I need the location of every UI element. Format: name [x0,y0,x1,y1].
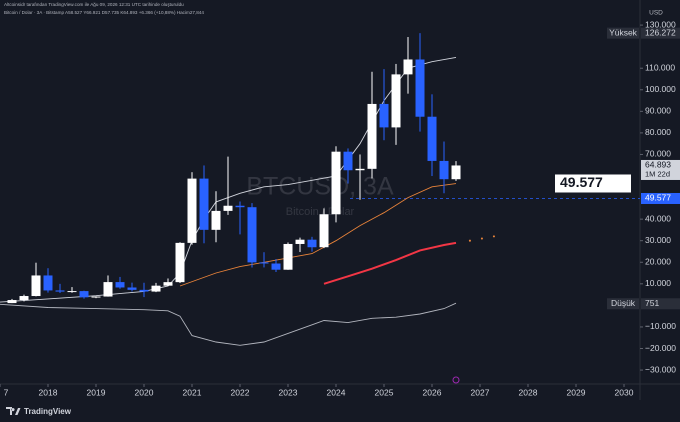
price-callout: 49.577 [560,174,603,190]
candle-body [295,239,305,244]
brand-logo [6,407,21,415]
candle-body [31,275,41,297]
candle-body [391,74,401,128]
candle-body [127,287,137,290]
y-tick-label: 100.000 [645,84,676,94]
indicator-dot [468,239,471,242]
x-tick-label: 2030 [615,387,634,397]
x-tick-label: 2027 [471,387,490,397]
currency-label: USD [649,10,663,17]
candle-body [343,151,353,171]
candle-body [259,262,269,264]
x-tick-label: 2021 [183,387,202,397]
candle-body [55,290,65,292]
candle-body [283,243,293,270]
candle-body [43,275,53,291]
candle-body [115,282,125,288]
indicator-line [0,302,457,346]
candle-body [403,59,413,75]
extreme-name-box [607,27,639,39]
x-tick-label: 2018 [39,387,58,397]
y-tick-label: 70.000 [645,149,671,159]
x-tick-label: 2020 [135,387,154,397]
indicator-line [323,241,457,285]
candle-body [175,242,185,283]
candle-body [379,103,389,128]
candle-body [139,289,149,292]
x-tick-label: 2019 [87,387,106,397]
price-callout-box [555,174,631,193]
candle-body [367,103,377,169]
extreme-name: Düşük [611,298,636,308]
y-tick-label: 40.000 [645,213,671,223]
candle-body [271,263,281,270]
candle-body [415,59,425,117]
indicator-dot [492,235,495,238]
candle-body [247,207,257,263]
price-axis: 130.000 110.000 100.000 90.000 80.000 70.000 4… [607,19,680,374]
event-icon[interactable] [452,376,460,384]
last-price-box [641,159,680,180]
extreme-value: 126.272 [645,27,676,37]
candle-body [211,210,221,230]
candle-body [451,165,461,180]
brand[interactable]: TradingView [6,407,72,416]
price-line-box [641,192,680,204]
x-tick-label: 2026 [423,387,442,397]
x-tick-label: 2028 [519,387,538,397]
candle-body [163,282,173,286]
x-tick-label: 2024 [327,387,346,397]
plot-area [0,33,640,346]
x-tick-label: 2023 [279,387,298,397]
candle-body [307,239,317,248]
extreme-value: 751 [645,298,659,308]
candle-body [79,291,89,298]
candle-body [223,205,233,211]
y-tick-label: 110.000 [645,62,675,72]
y-tick-label: −10.000 [645,321,676,331]
y-tick-label: −20.000 [645,343,676,353]
y-tick-label: 20.000 [645,257,671,267]
y-tick-label: 30.000 [645,235,671,245]
candle-body [427,116,437,161]
candle-body [103,282,113,297]
price-line-label: 49.577 [645,193,671,203]
x-tick-label: 2029 [567,387,586,397]
extreme-name-box [607,298,639,310]
candle-body [7,300,17,304]
candle-body [187,178,197,243]
candle-body [235,205,245,208]
y-tick-label: 80.000 [645,127,671,137]
header-line: Altcoinsidr tarafından TradingView.com i… [4,2,184,7]
y-tick-label: 90.000 [645,106,671,116]
brand-name: TradingView [24,407,72,416]
x-tick-label: 7 [4,387,9,397]
last-price: 64.893 [645,160,671,170]
header-line: Bitcoin / Dolar · 3A · Bitstamp A58.527 … [4,10,204,15]
x-tick-label: 2025 [375,387,394,397]
extreme-value-box [641,27,680,39]
y-tick-label: −30.000 [645,364,676,374]
candle-body [355,168,365,171]
extreme-value-box [641,298,680,310]
countdown: 1M 22d [645,169,670,178]
candle-body [319,214,329,248]
indicator-dot [480,237,483,240]
candle-body [151,285,161,292]
y-tick-label: 10.000 [645,278,671,288]
candle-body [331,151,341,215]
candle-body [439,160,449,180]
candle-body [91,296,101,298]
candle-body [67,291,77,293]
candle-body [199,178,209,230]
x-tick-label: 2022 [231,387,250,397]
y-tick-label: 130.000 [645,19,676,29]
candle-body [19,296,29,301]
extreme-name: Yüksek [609,27,638,37]
